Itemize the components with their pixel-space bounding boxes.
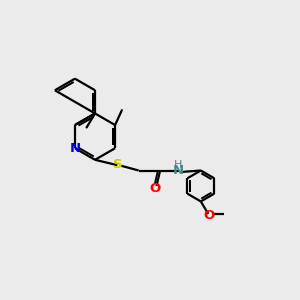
Text: N: N — [70, 142, 81, 155]
Text: N: N — [172, 164, 184, 177]
Text: H: H — [174, 160, 182, 170]
Text: O: O — [149, 182, 161, 195]
Text: S: S — [113, 158, 123, 171]
Text: O: O — [203, 209, 215, 223]
